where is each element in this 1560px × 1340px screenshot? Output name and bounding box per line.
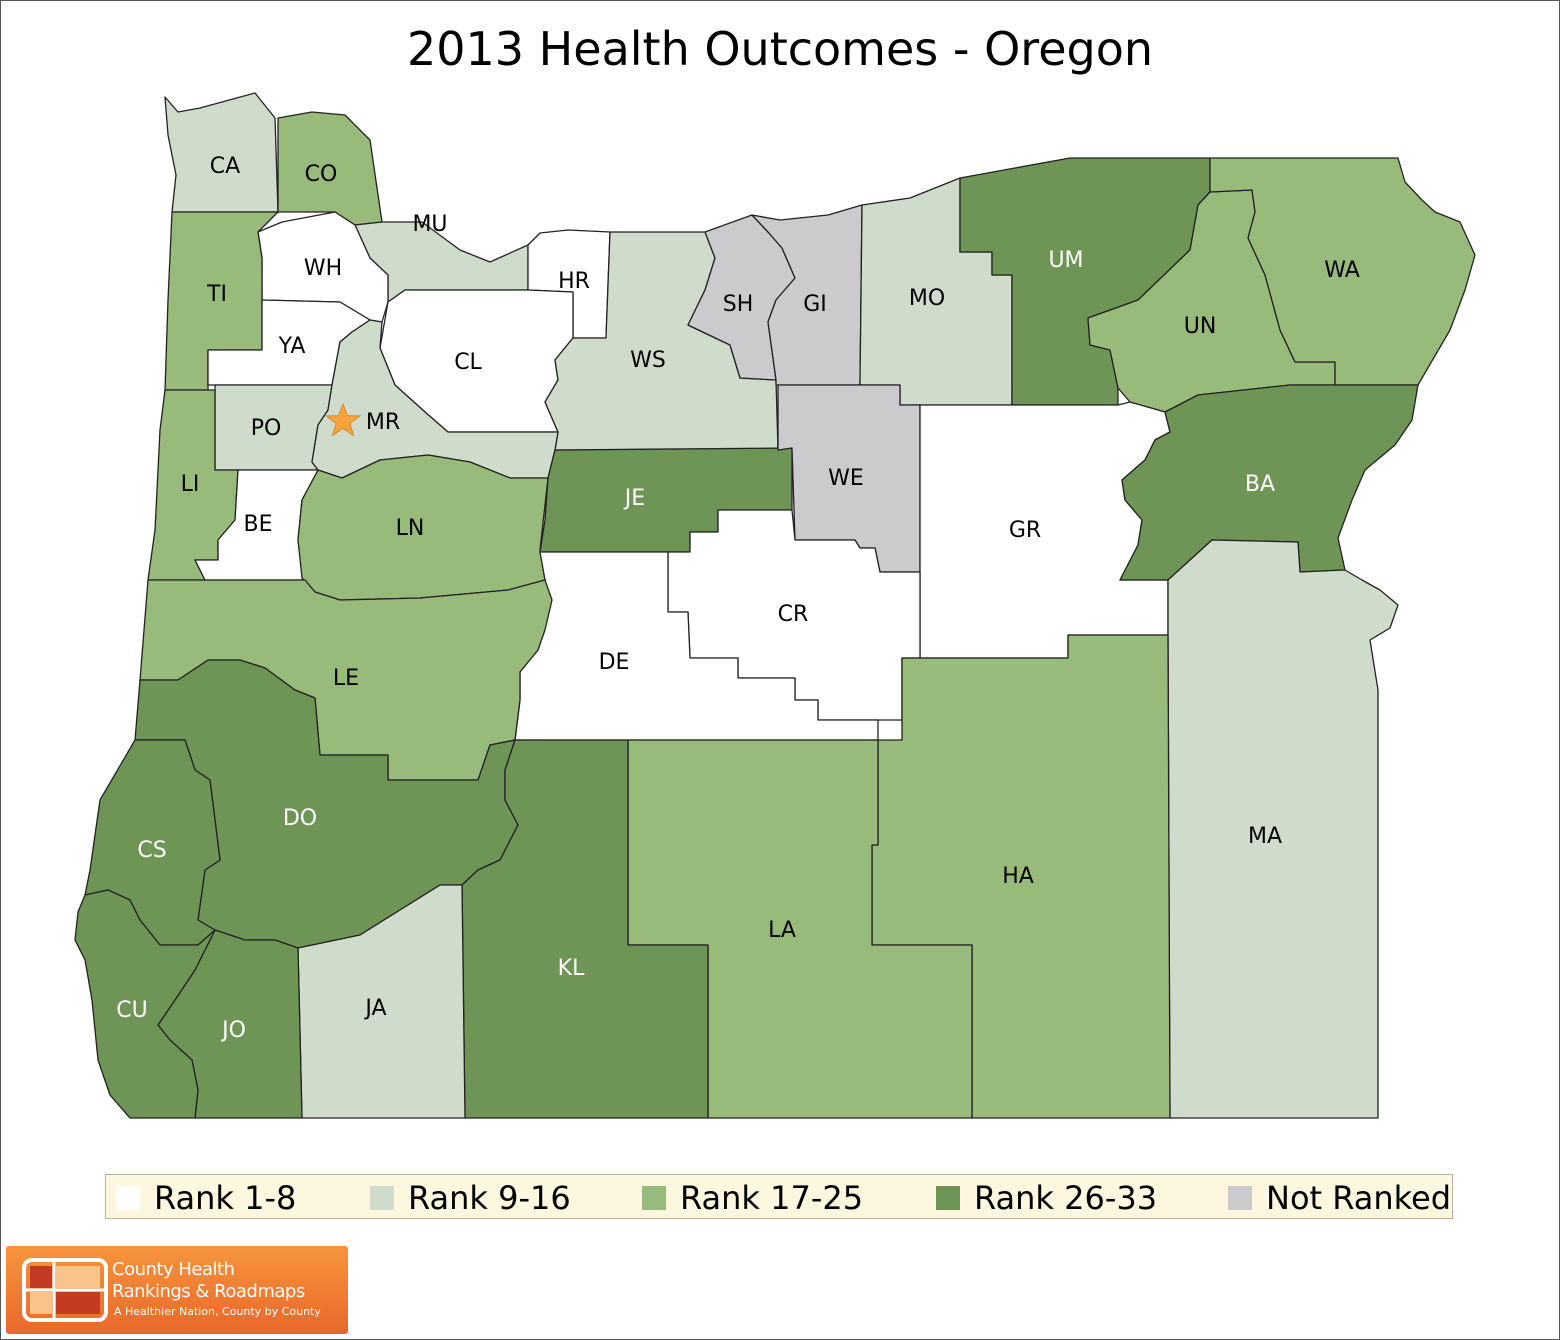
- star-icon: [324, 402, 362, 437]
- legend-item-rank-26-33: Rank 26-33: [936, 1175, 1157, 1220]
- map-title: 2013 Health Outcomes - Oregon: [406, 22, 1154, 76]
- county-label-CO: CO: [305, 162, 338, 187]
- legend-label: Rank 17-25: [680, 1178, 864, 1217]
- county-label-HA: HA: [1002, 864, 1034, 889]
- county-label-KL: KL: [558, 956, 585, 981]
- county-label-MO: MO: [909, 286, 945, 311]
- legend-label: Rank 9-16: [408, 1178, 571, 1217]
- county-label-LA: LA: [768, 918, 796, 943]
- county-label-WH: WH: [304, 256, 342, 281]
- county-GR[interactable]: [919, 401, 1171, 659]
- county-label-CR: CR: [778, 602, 809, 627]
- county-label-WA: WA: [1324, 258, 1360, 283]
- logo-line-1: County Health: [112, 1259, 235, 1280]
- legend-item-rank-17-25: Rank 17-25: [642, 1175, 863, 1220]
- county-CA[interactable]: [164, 92, 279, 213]
- county-label-PO: PO: [251, 416, 282, 441]
- county-MA[interactable]: [1167, 539, 1399, 1119]
- county-label-CU: CU: [116, 998, 147, 1023]
- logo-line-2: Rankings & Roadmaps: [112, 1281, 305, 1302]
- county-label-JE: JE: [623, 486, 645, 511]
- county-CU[interactable]: [74, 889, 216, 1119]
- legend-label: Rank 26-33: [974, 1178, 1158, 1217]
- county-label-JO: JO: [220, 1018, 246, 1043]
- county-label-LI: LI: [181, 472, 200, 497]
- legend-item-rank-9-16: Rank 9-16: [370, 1175, 571, 1220]
- county-label-YA: YA: [278, 334, 306, 359]
- county-label-UM: UM: [1048, 248, 1083, 273]
- logo-grid-icon: [22, 1258, 108, 1322]
- county-label-DO: DO: [283, 806, 317, 831]
- county-label-MR: MR: [366, 410, 400, 435]
- county-label-CL: CL: [454, 350, 482, 375]
- county-label-JA: JA: [363, 996, 386, 1021]
- map-legend: Rank 1-8 Rank 9-16 Rank 17-25 Rank 26-33…: [105, 1174, 1453, 1219]
- county-label-WE: WE: [828, 466, 864, 491]
- county-label-MU: MU: [412, 212, 447, 237]
- county-label-BA: BA: [1245, 472, 1275, 497]
- county-label-LE: LE: [333, 666, 359, 691]
- chrr-logo: County Health Rankings & Roadmaps A Heal…: [6, 1246, 348, 1334]
- county-label-SH: SH: [723, 292, 754, 317]
- county-label-UN: UN: [1184, 314, 1217, 339]
- legend-item-rank-1-8: Rank 1-8: [116, 1175, 296, 1220]
- oregon-county-map: CA CO MU WH TI YA HR CL WS SH GI MO UM UN WA PO MR LI BE LN…: [74, 92, 1476, 1119]
- legend-label: Rank 1-8: [154, 1178, 297, 1217]
- legend-swatch: [116, 1185, 140, 1210]
- county-label-BE: BE: [244, 512, 273, 537]
- county-label-WS: WS: [630, 348, 666, 373]
- county-label-MA: MA: [1248, 824, 1282, 849]
- legend-swatch: [642, 1185, 666, 1210]
- county-JA[interactable]: [297, 884, 466, 1119]
- county-label-CA: CA: [210, 154, 240, 179]
- county-label-CS: CS: [137, 838, 166, 863]
- legend-swatch: [1228, 1185, 1252, 1210]
- county-label-LN: LN: [396, 516, 425, 541]
- legend-item-not-ranked: Not Ranked: [1228, 1175, 1451, 1220]
- county-GI[interactable]: [751, 204, 901, 386]
- county-label-DE: DE: [599, 650, 630, 675]
- legend-swatch: [370, 1185, 394, 1210]
- legend-label: Not Ranked: [1266, 1178, 1452, 1217]
- county-label-HR: HR: [558, 269, 590, 294]
- legend-swatch: [936, 1185, 960, 1210]
- county-label-GR: GR: [1009, 518, 1041, 543]
- county-label-GI: GI: [803, 292, 827, 317]
- logo-tagline: A Healthier Nation, County by County: [114, 1305, 321, 1318]
- county-label-TI: TI: [206, 282, 227, 307]
